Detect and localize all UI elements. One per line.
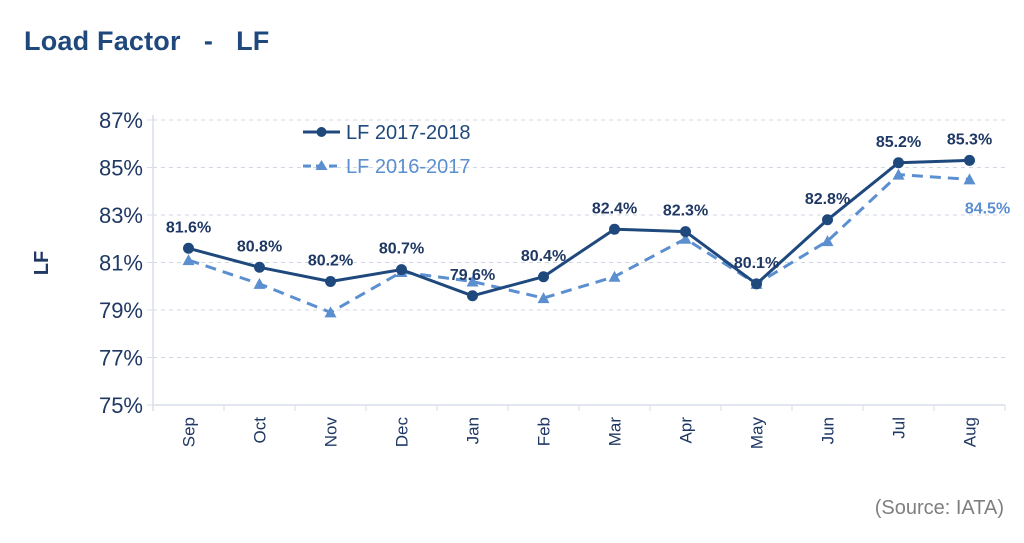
x-tick-label: Aug [961,417,980,447]
data-point [608,270,621,282]
data-label: 85.3% [947,131,992,148]
x-tick-labels: Sep Oct Nov Dec Jan Feb Mar Apr May Jun Jul Aug [180,417,980,450]
y-tick-label: 77% [99,346,143,371]
data-label: 80.8% [237,238,282,255]
x-tick-label: Jan [464,417,483,444]
data-point [253,277,266,289]
y-tick-label: 85% [99,156,143,181]
series-line-2016-2017 [188,173,970,314]
data-label: 82.3% [663,203,708,220]
y-tick-labels: 75% 77% 79% 81% 83% 85% 87% [99,108,143,418]
x-tick-label: Jul [890,417,909,439]
data-point [679,232,692,244]
y-tick-label: 79% [99,298,143,323]
axes [147,115,1006,411]
legend: LF 2017-2018 LF 2016-2017 [303,122,471,178]
data-label: 80.1% [734,255,779,272]
y-tick-label: 83% [99,203,143,228]
x-tick-label: Oct [251,417,270,444]
y-tick-label: 81% [99,251,143,276]
data-point [751,278,762,290]
y-tick-label: 75% [99,393,143,418]
data-point [182,254,195,266]
data-point [396,264,407,276]
chart-title: Load Factor - LF [24,26,270,56]
data-point [537,292,550,304]
x-tick-label: Jun [819,417,838,444]
data-label: 80.7% [379,241,424,258]
data-point [964,154,975,166]
data-point [963,173,976,185]
gridlines [153,119,1005,358]
x-tick-label: Nov [322,417,341,448]
x-tick-label: Mar [606,417,625,447]
data-point [893,157,904,169]
data-label: 80.4% [521,248,566,265]
x-tick-label: Dec [393,417,412,448]
y-axis-label: LF [31,251,53,275]
data-point [325,276,336,287]
data-label: 81.6% [166,219,211,236]
series-group: 81.6% 80.8% 80.2% 80.7% 79.6% 80.4% 82.4% 82.3%… [166,131,1010,318]
data-point [609,223,620,235]
legend-label: LF 2017-2018 [346,122,471,144]
data-point [183,242,194,254]
series-line-2017-2018 [188,158,970,298]
data-label: 82.8% [805,191,850,208]
data-point [254,261,265,273]
legend-marker-triangle [315,160,328,170]
x-tick-label: Sep [180,417,199,447]
y-tick-label: 87% [99,108,143,133]
data-point [538,271,549,283]
data-point [892,168,905,180]
x-tick-label: Feb [535,417,554,446]
data-label: 85.2% [876,134,921,151]
data-point [467,290,478,302]
legend-label: LF 2016-2017 [346,156,471,178]
data-point [822,214,833,226]
data-label: 84.5% [965,200,1010,217]
data-label: 80.2% [308,253,353,270]
data-point [324,306,337,318]
data-point [821,235,834,247]
x-tick-label: Apr [677,417,696,444]
legend-marker-circle [316,127,327,137]
data-point [680,226,691,238]
data-point [466,275,479,287]
x-tick-label: May [748,417,767,450]
source-note: (Source: IATA) [874,497,1004,519]
data-label: 82.4% [592,200,637,217]
data-label: 79.6% [450,267,495,284]
